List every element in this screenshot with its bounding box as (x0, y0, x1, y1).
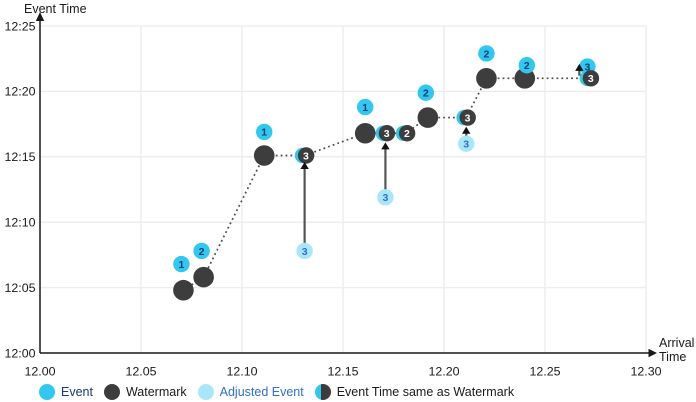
y-tick-label: 12:15 (4, 150, 35, 164)
event-same-as-watermark-label: 3 (465, 112, 471, 124)
legend-item-event: Event (39, 384, 93, 400)
watermark-icon (103, 384, 120, 400)
adjusted-event-icon (197, 384, 214, 400)
adjusted-event-marker-label: 3 (463, 139, 469, 151)
legend-item-label: Adjusted Event (219, 385, 304, 399)
adjusted-event-marker-label: 3 (382, 192, 388, 204)
event-marker (193, 242, 210, 260)
x-tick-label: 12.10 (226, 365, 257, 379)
event-marker-label: 2 (524, 60, 530, 72)
x-axis-title-line2: Time (659, 350, 687, 364)
legend-item-label: Event (61, 385, 93, 399)
x-tick-label: 12.15 (327, 365, 358, 379)
event-same-as-watermark-marker (398, 125, 416, 142)
event-marker-label: 2 (423, 88, 429, 100)
event-marker-label: 3 (584, 61, 590, 73)
watermark-marker (417, 107, 439, 128)
event-same-as-watermark-label: 3 (588, 73, 594, 85)
x-tick-label: 12.30 (630, 365, 661, 379)
event-marker-label: 1 (178, 259, 184, 271)
watermark-marker (253, 145, 275, 166)
adjusted-event-marker (458, 135, 475, 152)
event-same-as-watermark-label: 3 (303, 150, 309, 162)
event-same-as-watermark-label: 2 (404, 128, 410, 140)
legend-item-watermark: Watermark (103, 384, 187, 400)
adjust-arrow-icon (462, 126, 471, 134)
legend-item-label: Event Time same as Watermark (336, 385, 515, 399)
legend: Event Watermark Adjusted Event Event Time s… (39, 384, 514, 400)
watermark-marker (514, 68, 536, 89)
x-axis-title: Arrival Time (659, 336, 694, 364)
adjusted-event-marker-label: 3 (302, 246, 308, 258)
x-axis-arrow-icon (648, 348, 657, 358)
x-tick-label: 12.20 (428, 365, 459, 379)
watermark-marker (193, 266, 214, 288)
event-marker-label: 2 (483, 48, 489, 60)
y-axis-arrow-icon (35, 12, 45, 21)
adjusted-event-marker (377, 189, 394, 206)
x-tick-label: 12.00 (24, 365, 55, 379)
legend-item-label: Watermark (125, 385, 187, 399)
y-tick-label: 12:10 (4, 216, 35, 230)
watermark-marker (173, 279, 194, 301)
watermark-marker (354, 122, 376, 144)
legend-item-adjusted-event: Adjusted Event (197, 384, 304, 400)
y-tick-label: 12:05 (4, 281, 35, 295)
adjust-arrow-icon (575, 63, 584, 71)
event-marker (357, 98, 374, 116)
event-marker-label: 1 (362, 102, 368, 114)
adjusted-event-marker (296, 242, 313, 260)
event-same-as-watermark-marker (378, 125, 396, 142)
event-marker (478, 45, 495, 62)
adjust-arrow-icon (381, 142, 390, 150)
y-tick-label: 12:20 (4, 85, 35, 99)
event-same-as-watermark-icon (314, 384, 331, 400)
adjust-arrow-icon (300, 162, 309, 170)
y-axis-title: Event Time (24, 2, 87, 16)
event-marker-label: 1 (261, 127, 267, 139)
y-tick-label: 12:25 (4, 19, 35, 33)
event-same-as-watermark-marker (459, 109, 476, 126)
event-marker-label: 2 (199, 246, 205, 258)
event-icon (39, 384, 55, 400)
watermark-marker (476, 68, 497, 89)
x-axis-title-line1: Arrival (659, 336, 695, 350)
event-same-as-watermark-marker (582, 70, 600, 87)
x-tick-label: 12.25 (529, 365, 560, 379)
event-marker (173, 255, 190, 273)
event-same-as-watermark-label: 3 (384, 128, 390, 140)
y-tick-label: 12:00 (4, 346, 35, 360)
event-marker (518, 57, 536, 74)
x-tick-label: 12.05 (125, 365, 156, 379)
legend-item-same-as-watermark: Event Time same as Watermark (314, 384, 515, 400)
event-marker (256, 123, 273, 141)
event-same-as-watermark-marker (297, 147, 315, 164)
event-marker (417, 84, 435, 101)
